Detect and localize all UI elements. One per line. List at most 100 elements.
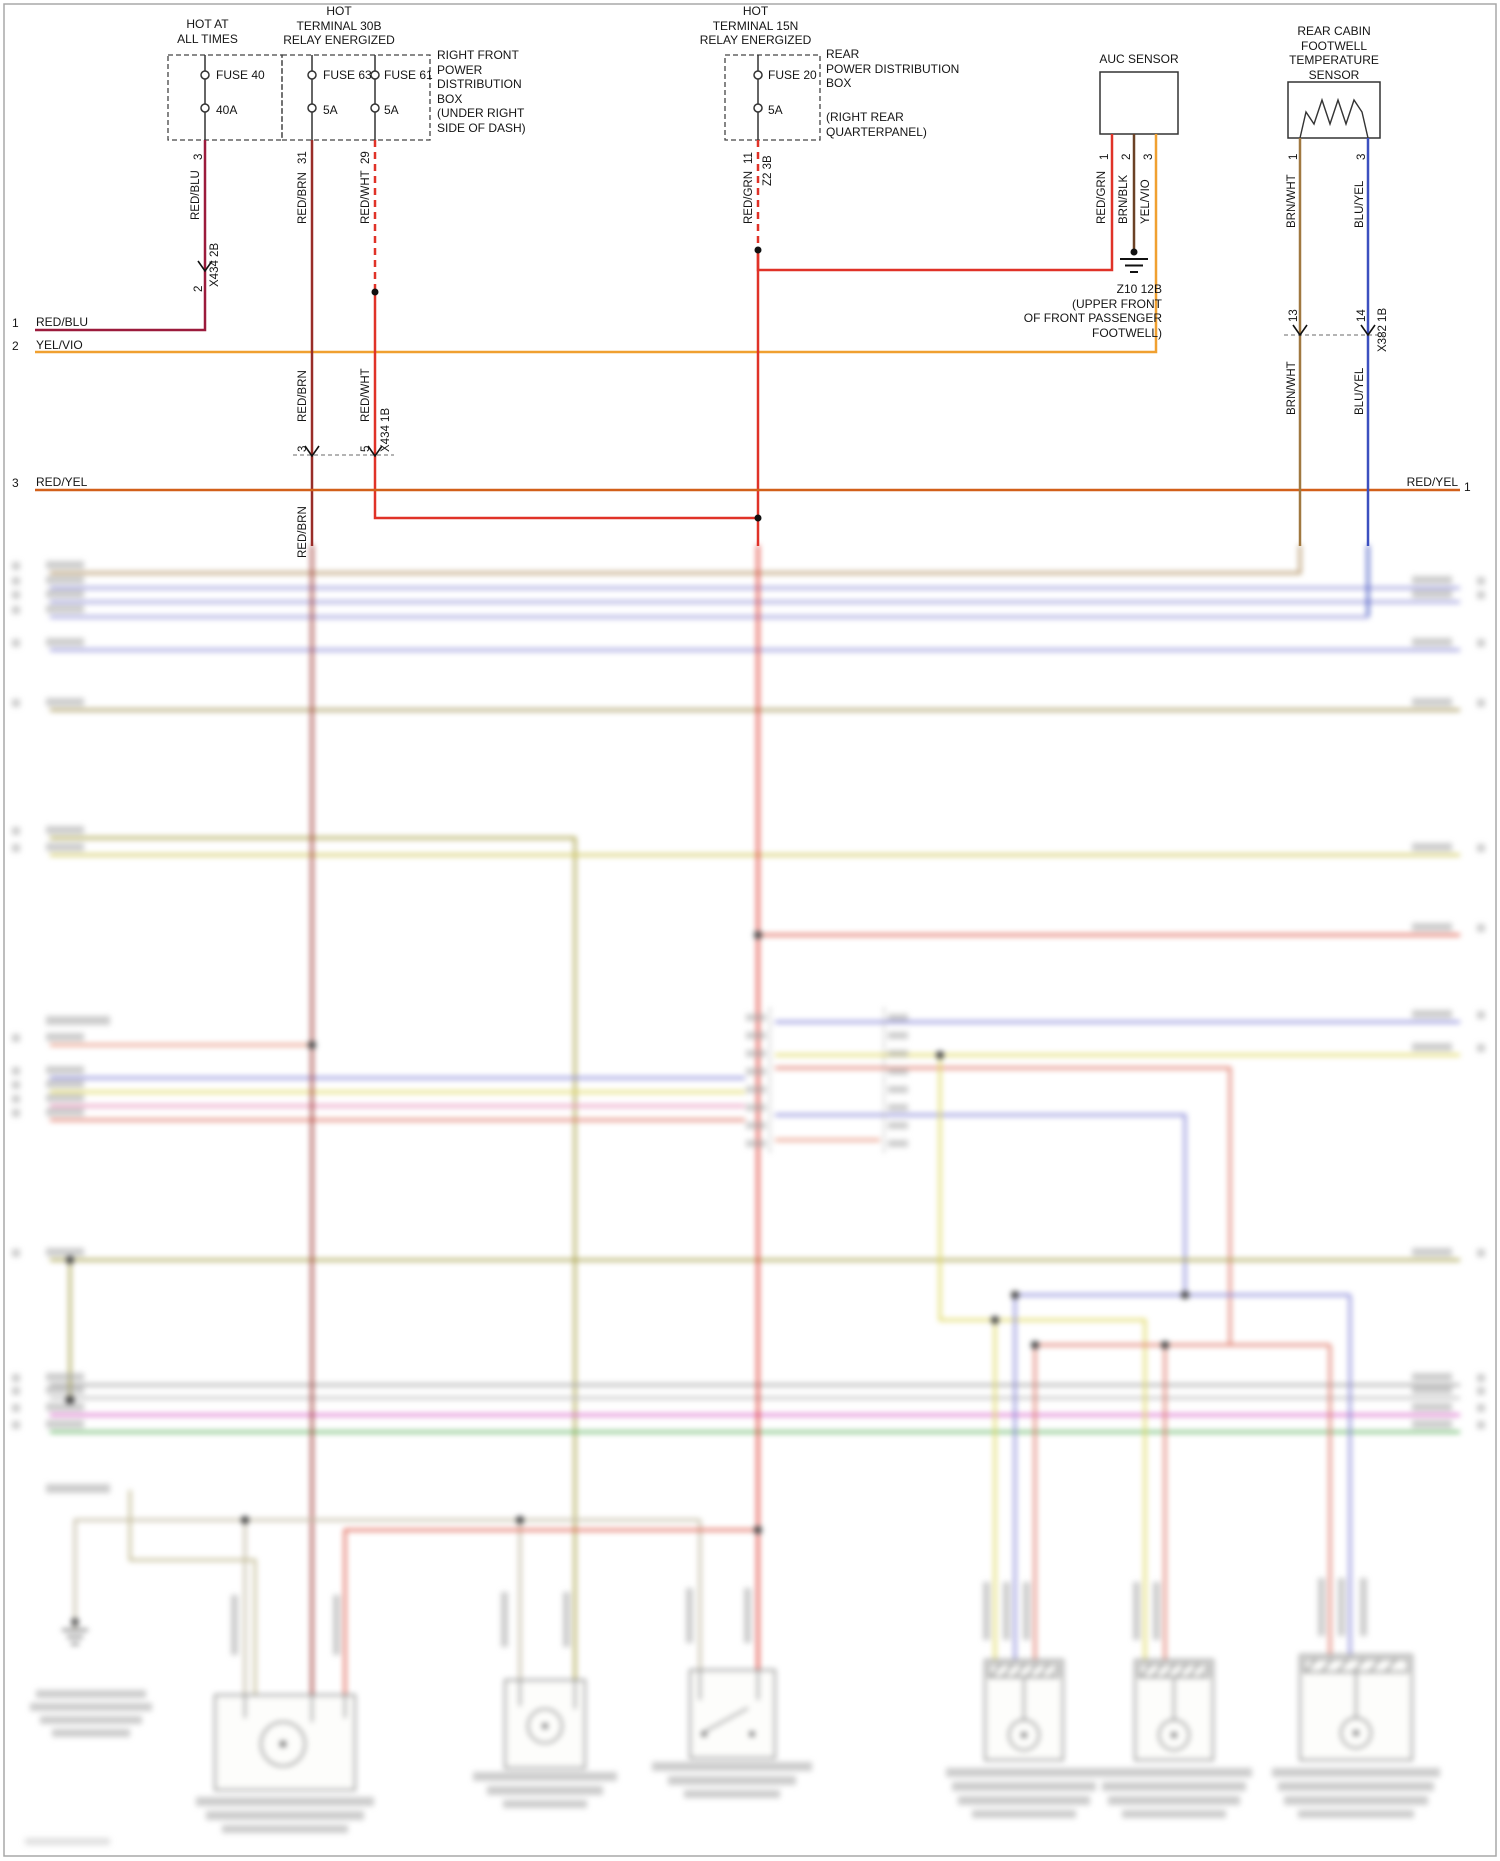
- wires-sharp: [35, 134, 1460, 546]
- chevron-x434-1b-pin5: [367, 445, 383, 458]
- fuse-63-amps: 5A: [323, 103, 338, 117]
- terminal-15n-location2: (RIGHT REAR QUARTERPANEL): [826, 110, 927, 139]
- wire-label-blu-yel-2: BLU/YEL: [1354, 367, 1366, 415]
- switch-component-box: [689, 1669, 776, 1759]
- line1-number: 1: [12, 316, 19, 330]
- junctions-and-ground: [371, 246, 1148, 522]
- pin-fuse-40: 3: [193, 153, 205, 160]
- wire-label-red-brn-1: RED/BRN: [297, 172, 309, 224]
- connector-symbols: [197, 260, 1384, 458]
- resistor-symbol: [1299, 97, 1369, 139]
- chevron-x434-1b-pin3: [304, 445, 320, 458]
- fuse-40-name: FUSE 40: [216, 68, 265, 82]
- fuse-61-symbol: [370, 55, 380, 140]
- pin-x434-1b-right: 5: [360, 445, 372, 452]
- line3-label-left: RED/YEL: [36, 475, 88, 489]
- chevron-x434-2b: [197, 260, 213, 273]
- terminal-30b-location: RIGHT FRONT POWER DISTRIBUTION BOX (UNDE…: [437, 48, 526, 135]
- pin-auc-3: 3: [1143, 153, 1155, 160]
- blurred-schematic: [12, 545, 1485, 1845]
- wire-label-yel-vio: YEL/VIO: [1140, 179, 1152, 224]
- flap-motor-1-box: [984, 1659, 1064, 1761]
- pin-temp-3: 3: [1356, 153, 1368, 160]
- hot-all-times-box: [167, 54, 283, 141]
- wire-label-red-brn-2: RED/BRN: [297, 370, 309, 422]
- fuse-63-symbol: [307, 55, 317, 140]
- chevron-x382-1b-pin13: [1292, 324, 1308, 337]
- ground-dot: [1130, 248, 1138, 256]
- fuse-symbols: [200, 55, 763, 140]
- pin-x434-1b-left: 3: [297, 445, 309, 452]
- wire-label-red-wht-1: RED/WHT: [360, 170, 372, 224]
- line3-number-left: 3: [12, 476, 19, 490]
- fuse-63-name: FUSE 63: [323, 68, 372, 82]
- pin-fuse-61: 29: [360, 151, 372, 164]
- terminal-30b-title: HOT TERMINAL 30B RELAY ENERGIZED: [283, 4, 395, 47]
- splice-red-wht: [371, 288, 379, 296]
- splice-red-grn: [754, 246, 762, 254]
- line1-label: RED/BLU: [36, 315, 89, 329]
- blurred-components: [62, 1618, 1413, 1791]
- auc-sensor-title: AUC SENSOR: [1099, 52, 1179, 66]
- blurred-text-placeholders: [12, 561, 1485, 1845]
- connector-label-x434-2b: X434 2B: [209, 242, 221, 287]
- round-component-box: [504, 1679, 586, 1769]
- wire-red-blu: [35, 140, 207, 332]
- pin-auc-2: 2: [1121, 153, 1133, 160]
- wire-label-brn-wht-2: BRN/WHT: [1286, 361, 1298, 415]
- wire-label-brn-wht-1: BRN/WHT: [1286, 174, 1298, 228]
- pin-fuse-63: 31: [297, 151, 309, 164]
- connector-label-z2-3b: Z2 3B: [762, 155, 774, 186]
- page-border: [3, 3, 1497, 1857]
- ground-z10-symbol: [1120, 258, 1148, 273]
- fuse-61-amps: 5A: [384, 103, 399, 117]
- temp-sensor-box: [1287, 81, 1381, 139]
- fuse-20-amps: 5A: [768, 103, 783, 117]
- wire-label-blu-yel-1: BLU/YEL: [1354, 180, 1366, 228]
- blurred-lower-region: [0, 545, 1500, 1861]
- wire-label-red-blu: RED/BLU: [190, 170, 202, 220]
- fuse-40-amps: 40A: [216, 103, 238, 117]
- line3-number-right: 1: [1464, 480, 1471, 494]
- power-distribution-boxes: [167, 54, 821, 141]
- chevron-x382-1b-pin14: [1360, 324, 1376, 337]
- flap-motor-3-box: [1299, 1654, 1413, 1761]
- terminal-15n-box: [724, 54, 821, 141]
- line2-number: 2: [12, 339, 19, 353]
- wire-red-wht: [373, 292, 758, 520]
- pin-temp-1: 1: [1288, 153, 1300, 160]
- wire-label-red-brn-3: RED/BRN: [297, 506, 309, 558]
- wire-yel-vio: [35, 134, 1158, 354]
- line2-label: YEL/VIO: [36, 338, 83, 352]
- fuse-61-name: FUSE 61: [384, 68, 433, 82]
- ground-z10-label: Z10 12B (UPPER FRONT OF FRONT PASSENGER …: [1023, 282, 1162, 340]
- wire-red-grn-to-auc: [756, 134, 1114, 272]
- pin-fuse-20: 11: [743, 152, 755, 164]
- auc-sensor-box: [1099, 71, 1179, 135]
- blurred-bus-wires: [50, 545, 1460, 1680]
- pin-x382-1b-13: 13: [1288, 309, 1300, 322]
- fuse-20-symbol: [753, 55, 763, 140]
- wire-label-red-grn-2: RED/GRN: [1096, 170, 1108, 224]
- flap-motor-2-box: [1134, 1659, 1214, 1761]
- terminal-30b-box: [281, 54, 431, 141]
- line3-label-right: RED/YEL: [1406, 475, 1458, 489]
- connector-label-x434-1b: X434 1B: [380, 407, 392, 452]
- blurred-junction-dots: [65, 931, 1189, 1534]
- fuse-40-symbol: [200, 55, 210, 140]
- terminal-15n-title: HOT TERMINAL 15N RELAY ENERGIZED: [699, 4, 812, 47]
- pin-x382-1b-14: 14: [1356, 309, 1368, 322]
- fuse-20-name: FUSE 20: [768, 68, 817, 82]
- hot-all-times-title: HOT AT ALL TIMES: [177, 17, 238, 46]
- temp-sensor-title: REAR CABIN FOOTWELL TEMPERATURE SENSOR: [1289, 24, 1379, 82]
- ground-symbol-bottom: [62, 1618, 88, 1645]
- wire-label-red-wht-2: RED/WHT: [360, 368, 372, 422]
- pin-auc-1: 1: [1099, 153, 1111, 160]
- wire-label-brn-blk: BRN/BLK: [1118, 174, 1130, 224]
- connector-label-x382-1b: X382 1B: [1377, 307, 1389, 352]
- blurred-inline-connectors: [769, 1008, 885, 1155]
- blower-motor-box: [214, 1694, 356, 1791]
- wire-label-red-grn-1: RED/GRN: [743, 170, 755, 224]
